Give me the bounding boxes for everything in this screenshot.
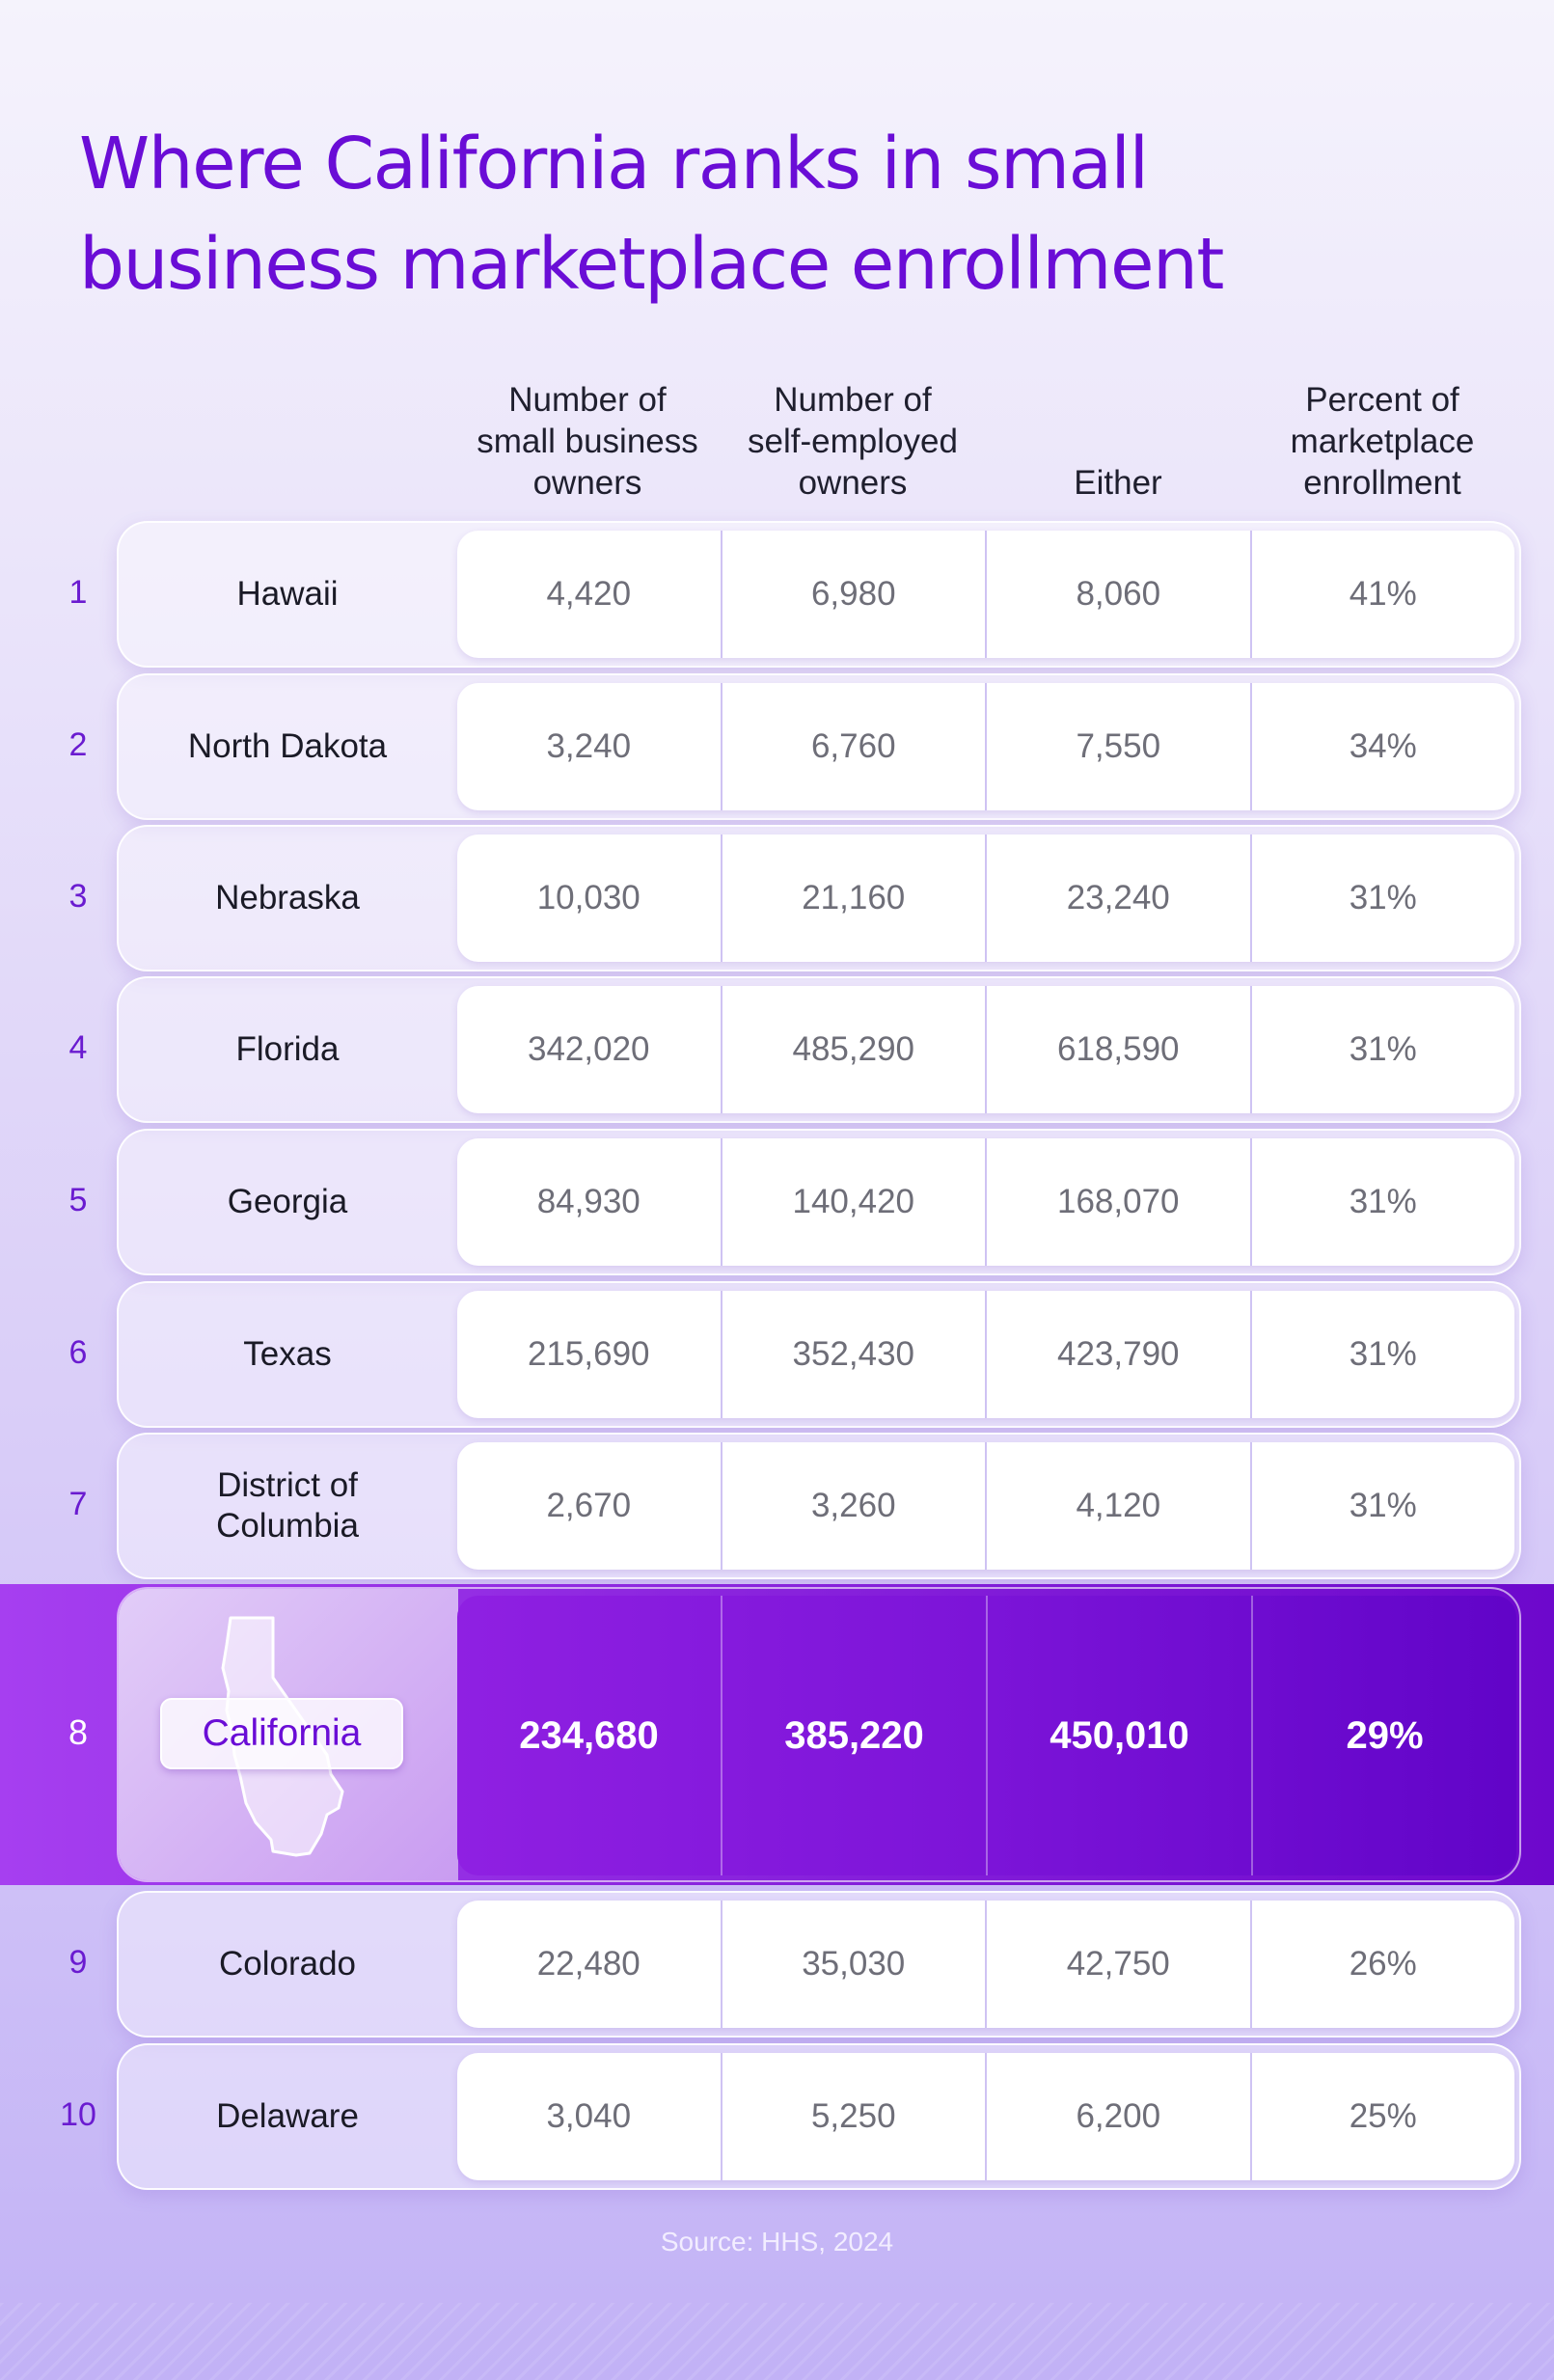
rank-number: 1 xyxy=(68,574,88,611)
row-values-highlighted: 234,680 385,220 450,010 29% xyxy=(457,1596,1516,1875)
state-name: Colorado xyxy=(218,1945,357,1983)
cell-small-business: 2,670 xyxy=(546,1487,632,1524)
cell-either: 7,550 xyxy=(985,683,1250,810)
state-name: Florida xyxy=(235,1030,340,1068)
state-name: Georgia xyxy=(227,1183,348,1220)
rank-number: 7 xyxy=(68,1486,88,1522)
cell-percent: 31% xyxy=(1249,1291,1515,1418)
cell-percent: 31% xyxy=(1249,1442,1515,1570)
decorative-bottom-strip xyxy=(0,2303,1554,2380)
row-values: 84,930 140,420 168,070 31% xyxy=(457,1138,1514,1266)
cell-self-employed: 6,760 xyxy=(720,683,986,810)
cell-self-employed: 3,260 xyxy=(720,1442,986,1570)
cell-either: 618,590 xyxy=(985,986,1250,1113)
cell-either: 4,120 xyxy=(985,1442,1250,1570)
rank-number: 2 xyxy=(68,726,88,763)
state-name: Nebraska xyxy=(215,879,360,916)
row-values: 3,240 6,760 7,550 34% xyxy=(457,683,1514,810)
state-name: Hawaii xyxy=(236,575,339,613)
cell-either: 450,010 xyxy=(986,1596,1251,1875)
state-name-highlighted: California xyxy=(160,1698,403,1769)
cell-self-employed: 485,290 xyxy=(720,986,986,1113)
cell-either: 423,790 xyxy=(985,1291,1250,1418)
cell-self-employed: 6,980 xyxy=(720,531,986,658)
cell-small-business: 215,690 xyxy=(527,1335,650,1373)
rank-number: 4 xyxy=(68,1029,88,1066)
rank-number: 10 xyxy=(60,2096,96,2133)
row-values: 3,040 5,250 6,200 25% xyxy=(457,2053,1514,2180)
row-values: 10,030 21,160 23,240 31% xyxy=(457,834,1514,962)
page-title: Where California ranks in small business… xyxy=(79,123,1224,306)
row-values: 342,020 485,290 618,590 31% xyxy=(457,986,1514,1113)
rank-number: 5 xyxy=(68,1182,88,1218)
cell-either: 168,070 xyxy=(985,1138,1250,1266)
cell-either: 8,060 xyxy=(985,531,1250,658)
cell-self-employed: 5,250 xyxy=(720,2053,986,2180)
cell-percent: 25% xyxy=(1249,2053,1515,2180)
cell-self-employed: 140,420 xyxy=(720,1138,986,1266)
state-name: Delaware xyxy=(216,2097,359,2135)
row-values: 2,670 3,260 4,120 31% xyxy=(457,1442,1514,1570)
column-header-either: Either xyxy=(1074,464,1162,502)
row-values: 4,420 6,980 8,060 41% xyxy=(457,531,1514,658)
cell-percent: 31% xyxy=(1249,1138,1515,1266)
column-header-percent: Percent of marketplace enrollment xyxy=(1290,381,1475,502)
rank-number: 3 xyxy=(68,878,88,915)
cell-self-employed: 35,030 xyxy=(720,1901,986,2028)
cell-small-business: 4,420 xyxy=(546,575,632,613)
state-name: District of Columbia xyxy=(216,1466,359,1545)
cell-small-business: 3,040 xyxy=(546,2097,632,2135)
cell-either: 42,750 xyxy=(985,1901,1250,2028)
cell-self-employed: 21,160 xyxy=(720,834,986,962)
column-header-self-employed: Number of self-employed owners xyxy=(748,381,958,502)
cell-self-employed: 352,430 xyxy=(720,1291,986,1418)
rank-number: 9 xyxy=(68,1944,88,1981)
cell-percent: 41% xyxy=(1249,531,1515,658)
cell-percent: 26% xyxy=(1249,1901,1515,2028)
cell-small-business: 342,020 xyxy=(527,1030,650,1068)
source-note: Source: HHS, 2024 xyxy=(660,2227,894,2257)
cell-small-business: 234,680 xyxy=(519,1713,659,1757)
column-header-small-business: Number of small business owners xyxy=(477,381,698,502)
cell-either: 23,240 xyxy=(985,834,1250,962)
cell-self-employed: 385,220 xyxy=(721,1596,986,1875)
cell-small-business: 10,030 xyxy=(536,879,641,916)
cell-small-business: 3,240 xyxy=(546,727,632,765)
cell-small-business: 22,480 xyxy=(536,1945,641,1983)
cell-small-business: 84,930 xyxy=(536,1183,641,1220)
cell-percent: 34% xyxy=(1249,683,1515,810)
cell-percent: 31% xyxy=(1249,834,1515,962)
state-name: North Dakota xyxy=(187,727,388,765)
row-values: 215,690 352,430 423,790 31% xyxy=(457,1291,1514,1418)
cell-percent: 31% xyxy=(1249,986,1515,1113)
cell-percent: 29% xyxy=(1251,1596,1516,1875)
rank-number: 8 xyxy=(68,1712,89,1752)
table-row-highlighted xyxy=(117,1587,1521,1882)
cell-either: 6,200 xyxy=(985,2053,1250,2180)
state-name: Texas xyxy=(243,1335,332,1373)
row-values: 22,480 35,030 42,750 26% xyxy=(457,1901,1514,2028)
rank-number: 6 xyxy=(68,1334,88,1371)
